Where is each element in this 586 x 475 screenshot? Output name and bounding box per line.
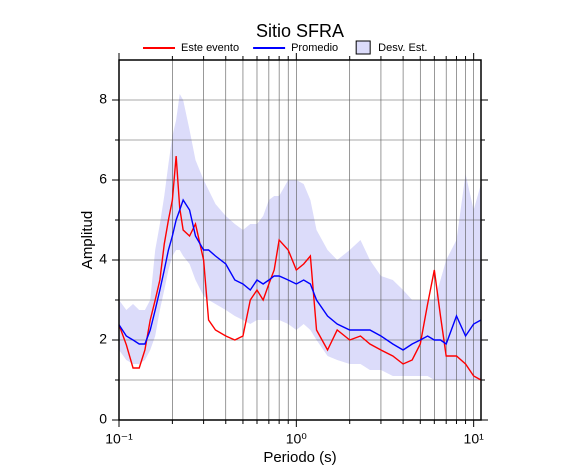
y-tick-label: 0: [99, 411, 107, 427]
x-tick-label: 10⁰: [286, 431, 308, 447]
series-line: [118, 198, 482, 351]
y-axis-label: Amplitud: [79, 211, 96, 269]
y-tick-label: 4: [99, 251, 107, 267]
chart-title: Sitio SFRA: [256, 21, 344, 41]
legend-label: Este evento: [181, 42, 239, 54]
y-tick-label: 6: [99, 171, 107, 187]
x-tick-label: 10⁻¹: [105, 431, 133, 447]
legend-swatch: [355, 40, 371, 55]
x-tick-label: 10¹: [464, 431, 485, 447]
series-line: [118, 155, 482, 381]
legend-label: Promedio: [291, 42, 338, 54]
y-tick-label: 8: [99, 91, 107, 107]
y-tick-label: 2: [99, 331, 107, 347]
x-axis-label: Periodo (s): [263, 449, 336, 466]
plot-frame: [118, 59, 482, 421]
legend-label: Desv. Est.: [378, 42, 427, 54]
std-band: [119, 94, 481, 380]
